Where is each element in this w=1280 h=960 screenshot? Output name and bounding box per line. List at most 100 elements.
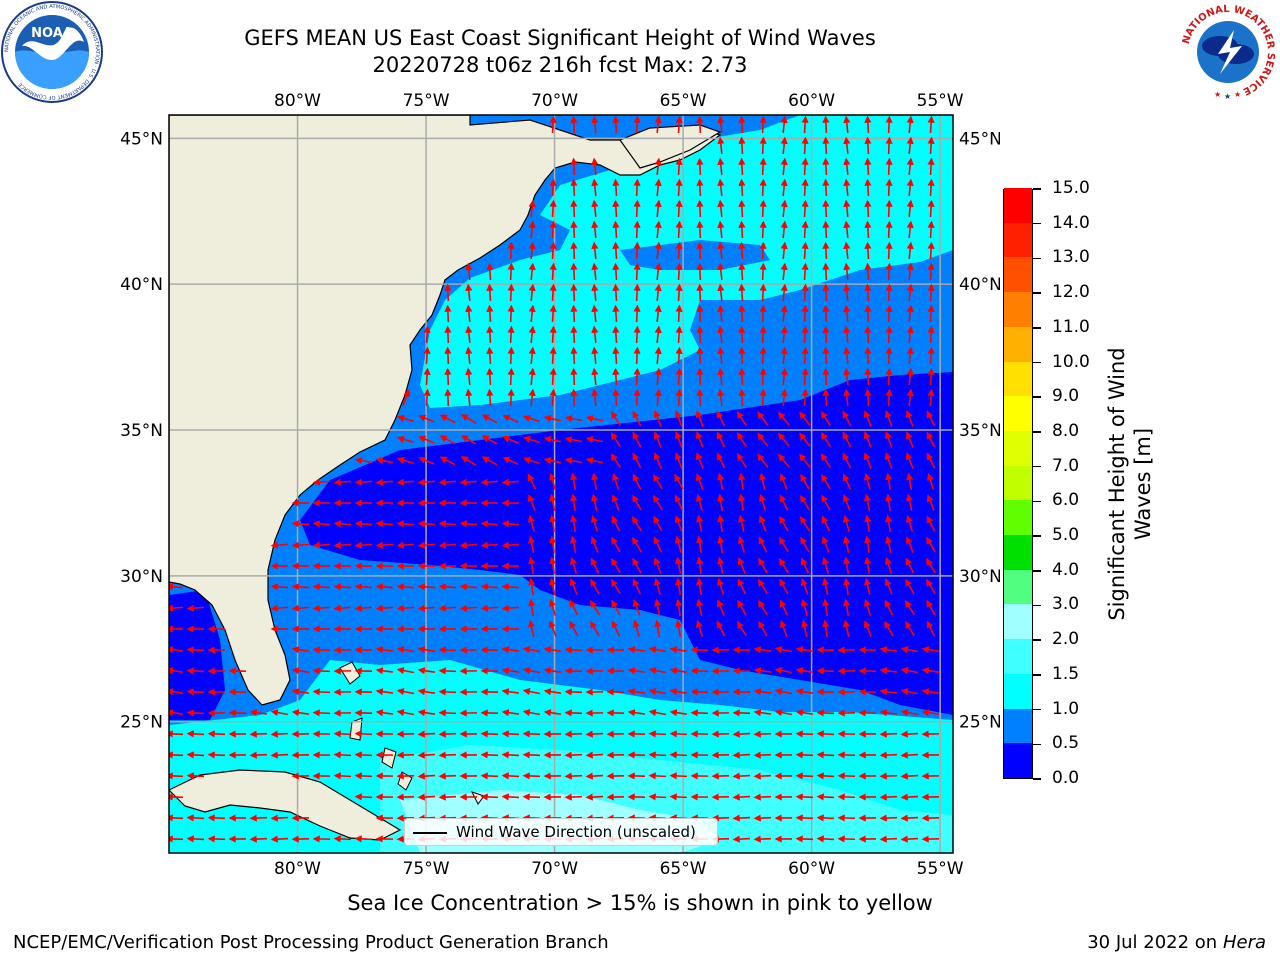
wave-direction-arrow xyxy=(822,577,830,596)
wave-direction-arrow xyxy=(590,536,599,553)
colorbar-tick-mark xyxy=(1033,257,1041,260)
wave-direction-arrow xyxy=(879,772,898,780)
wave-direction-arrow xyxy=(777,411,790,426)
wave-direction-arrow xyxy=(591,493,599,511)
colorbar-tick-label: 5.0 xyxy=(1052,525,1080,546)
wave-direction-arrow xyxy=(690,667,709,675)
wave-direction-arrow xyxy=(884,410,893,427)
wave-direction-arrow xyxy=(906,304,914,323)
wave-direction-arrow xyxy=(632,431,642,448)
wave-direction-arrow xyxy=(780,136,788,155)
colorbar-tick-label: 6.0 xyxy=(1052,490,1080,511)
wave-direction-arrow xyxy=(507,325,515,344)
wave-direction-arrow xyxy=(528,304,536,323)
wave-direction-arrow xyxy=(780,220,788,239)
colorbar-segment xyxy=(1004,222,1032,258)
wave-direction-arrow xyxy=(864,157,872,176)
wave-direction-arrow xyxy=(675,220,683,239)
wave-direction-arrow xyxy=(564,730,583,738)
wave-direction-arrow xyxy=(757,453,769,468)
wave-direction-arrow xyxy=(417,709,436,717)
wave-direction-arrow xyxy=(522,793,541,801)
wave-direction-arrow xyxy=(905,536,914,553)
wave-direction-arrow xyxy=(549,556,557,575)
wave-direction-arrow xyxy=(417,646,436,654)
wave-direction-arrow xyxy=(590,514,599,532)
wave-direction-arrow xyxy=(354,751,373,759)
wave-direction-arrow xyxy=(821,473,831,490)
wave-direction-arrow xyxy=(863,410,872,427)
wave-direction-arrow xyxy=(417,730,436,738)
wave-direction-arrow xyxy=(780,304,788,323)
wave-direction-arrow xyxy=(669,667,688,675)
wave-direction-arrow xyxy=(926,431,936,448)
wave-direction-arrow xyxy=(632,536,642,553)
wave-direction-arrow xyxy=(612,241,620,260)
wave-direction-arrow xyxy=(717,514,725,533)
wave-direction-arrow xyxy=(291,520,310,528)
wave-direction-arrow xyxy=(759,283,767,302)
wave-direction-arrow xyxy=(906,325,914,344)
wave-direction-arrow xyxy=(737,620,747,637)
wave-direction-arrow xyxy=(653,494,663,511)
wave-direction-arrow xyxy=(570,346,578,365)
wave-direction-arrow xyxy=(900,772,919,780)
wave-direction-arrow xyxy=(842,452,852,469)
wave-direction-arrow xyxy=(753,751,772,759)
wave-direction-arrow xyxy=(926,452,936,469)
wave-direction-arrow xyxy=(799,411,811,426)
wave-direction-arrow xyxy=(423,388,431,407)
wave-direction-arrow xyxy=(864,199,872,218)
wave-direction-arrow xyxy=(926,494,935,511)
wave-direction-arrow xyxy=(186,751,205,759)
wave-direction-arrow xyxy=(927,325,935,344)
wave-direction-arrow xyxy=(654,115,662,134)
wave-direction-arrow xyxy=(375,709,394,717)
wave-direction-arrow xyxy=(926,410,936,427)
wave-direction-arrow xyxy=(591,241,599,260)
wave-direction-arrow xyxy=(837,835,856,843)
wave-direction-arrow xyxy=(879,646,898,654)
wave-direction-arrow xyxy=(486,262,494,281)
wave-direction-arrow xyxy=(864,514,872,533)
colorbar-segment xyxy=(1004,499,1032,536)
wave-direction-arrow xyxy=(528,388,536,407)
wave-direction-arrow xyxy=(801,367,809,386)
wave-direction-arrow xyxy=(780,262,788,281)
wave-direction-arrow xyxy=(738,136,746,155)
wave-direction-arrow xyxy=(759,472,767,490)
wave-direction-arrow xyxy=(822,262,830,281)
wave-direction-arrow xyxy=(375,688,394,696)
wave-direction-arrow xyxy=(543,457,561,465)
wave-direction-arrow xyxy=(906,283,914,302)
wave-direction-arrow xyxy=(522,646,541,654)
wave-direction-arrow xyxy=(528,283,536,302)
wave-direction-arrow xyxy=(822,220,830,239)
wave-direction-arrow xyxy=(822,598,830,617)
wave-direction-arrow xyxy=(906,136,914,155)
wave-direction-arrow xyxy=(816,709,835,717)
wave-direction-arrow xyxy=(564,793,583,801)
wave-direction-arrow xyxy=(900,751,919,759)
wave-direction-arrow xyxy=(669,793,688,801)
lon-tick-label-top: 80°W xyxy=(274,91,321,111)
wave-direction-arrow xyxy=(927,241,935,260)
wave-direction-arrow xyxy=(795,709,814,717)
wave-direction-arrow xyxy=(800,578,809,595)
wave-direction-arrow xyxy=(633,367,641,386)
wave-direction-arrow xyxy=(905,620,915,637)
wave-direction-arrow xyxy=(717,556,725,574)
wave-direction-arrow xyxy=(438,541,457,549)
wave-direction-arrow xyxy=(653,577,661,595)
wave-direction-arrow xyxy=(633,115,641,134)
wave-direction-arrow xyxy=(779,599,789,616)
wave-direction-arrow xyxy=(753,709,772,717)
wave-direction-arrow xyxy=(879,835,898,843)
wave-direction-arrow xyxy=(864,136,872,155)
colorbar-segment xyxy=(1004,187,1032,223)
wave-direction-arrow xyxy=(633,283,641,302)
wave-direction-arrow xyxy=(905,557,915,574)
wave-direction-arrow xyxy=(402,389,411,406)
wave-direction-arrow xyxy=(696,556,704,575)
wave-direction-arrow xyxy=(737,599,747,616)
